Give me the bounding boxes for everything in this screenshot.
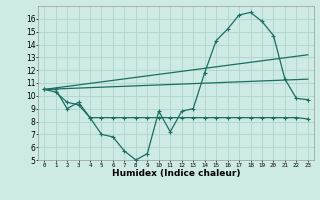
X-axis label: Humidex (Indice chaleur): Humidex (Indice chaleur) — [112, 169, 240, 178]
